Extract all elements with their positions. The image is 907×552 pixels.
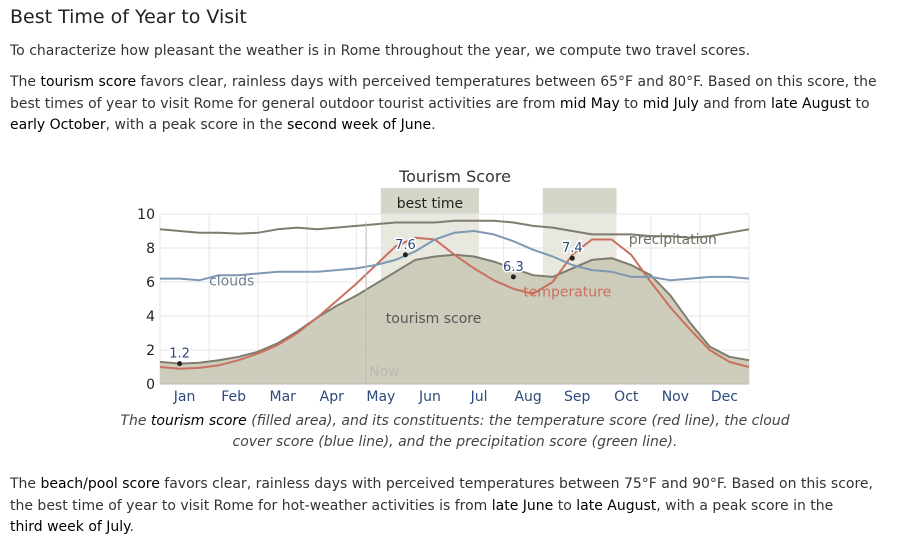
- tourism-para-text-3: to: [619, 95, 643, 112]
- series-label-clouds: clouds: [209, 273, 254, 289]
- x-tick-label-apr: Apr: [320, 389, 344, 405]
- x-tick-label-jul: Jul: [470, 389, 488, 405]
- tourism-para-text-2: favors clear, rainless days with perceiv…: [10, 74, 877, 112]
- beach-range-end: late August: [576, 497, 657, 514]
- beach-para-text-5: .: [129, 519, 134, 535]
- tourism-score-term: tourism score: [40, 74, 137, 90]
- tourism-para-text-1: The: [10, 74, 41, 90]
- tourism-range-2-start: late August: [771, 95, 852, 112]
- x-tick-label-aug: Aug: [514, 389, 541, 405]
- caption-text-1: The: [120, 413, 151, 429]
- annotation-label-4: 7.4: [562, 241, 583, 256]
- beach-score-term: beach/pool score: [40, 476, 160, 492]
- temperature-line: [159, 236, 750, 370]
- y-tick-label-4: 8: [146, 241, 155, 257]
- tourism-score-fill: [160, 254, 749, 384]
- x-tick-label-dec: Dec: [711, 389, 738, 405]
- tourism-para-text-4: and from: [698, 95, 772, 112]
- tourism-paragraph: The tourism score favors clear, rainless…: [10, 72, 905, 137]
- beach-peak: third week of July: [10, 519, 130, 535]
- y-tick-label-3: 6: [146, 275, 155, 291]
- tourism-para-text-6: , with a peak score in the: [105, 117, 288, 133]
- chart-caption: The tourism score (filled area), and its…: [100, 411, 810, 453]
- annotation-label-1: 1.2: [169, 347, 190, 362]
- series-label-precipitation: precipitation: [629, 232, 717, 248]
- beach-para-text-4: , with a peak score in the: [656, 497, 834, 514]
- caption-text-2: (filled area), and its constituents: the…: [232, 413, 790, 450]
- x-tick-label-mar: Mar: [269, 389, 296, 405]
- annotation-point-2: [402, 252, 408, 258]
- tourism-score-chart: best time Now clouds tourism score tempera…: [137, 167, 750, 405]
- intro-paragraph: To characterize how pleasant the weather…: [10, 43, 751, 59]
- annotation-point-1: [177, 361, 183, 367]
- annotation-label-3: 6.3: [503, 260, 524, 275]
- x-tick-label-feb: Feb: [221, 389, 246, 405]
- tourism-range-2-end: early October: [10, 117, 106, 133]
- series-labels: clouds tourism score temperature precipitat…: [209, 232, 717, 327]
- annotation-point-4: [569, 255, 575, 261]
- tourism-peak: second week of June: [287, 117, 432, 133]
- y-tick-label-2: 4: [146, 309, 155, 325]
- value-annotations: 1.2 7.6 6.3 7.4: [168, 236, 584, 367]
- x-tick-label-nov: Nov: [662, 389, 689, 405]
- x-tick-label-oct: Oct: [614, 389, 639, 405]
- beach-range-start: late June: [491, 497, 554, 514]
- annotation-point-3: [510, 274, 516, 280]
- y-tick-label-1: 2: [146, 343, 155, 359]
- annotation-label-2: 7.6: [395, 238, 416, 253]
- caption-term: tourism score: [150, 413, 247, 429]
- beach-para-text-1: The: [10, 476, 41, 492]
- beach-para-text-3: to: [553, 497, 577, 514]
- y-tick-label-5: 10: [137, 207, 155, 223]
- y-tick-label-0: 0: [146, 377, 155, 393]
- constituent-lines: Now: [159, 219, 750, 384]
- beach-para-text-2: favors clear, rainless days with perceiv…: [10, 476, 873, 514]
- x-tick-label-sep: Sep: [564, 389, 591, 405]
- x-tick-label-jun: Jun: [418, 389, 441, 405]
- clouds-line: [160, 230, 750, 282]
- tourism-para-text-7: .: [431, 117, 436, 133]
- axes: 0 2 4 6 8 10 Jan Feb Mar Apr May Jun Jul Aug Sep Oct Nov…: [137, 207, 749, 405]
- tourism-range-1-start: mid May: [559, 95, 620, 112]
- tourism-range-1-end: mid July: [642, 95, 699, 112]
- chart-title: Tourism Score: [398, 167, 511, 186]
- precipitation-line: [159, 219, 750, 239]
- beach-paragraph: The beach/pool score favors clear, rainl…: [10, 474, 900, 539]
- tourism-para-text-5: to: [851, 95, 870, 112]
- best-time-band-header-1: [380, 188, 480, 214]
- x-tick-label-may: May: [366, 389, 395, 405]
- series-label-temperature: temperature: [523, 284, 611, 300]
- x-tick-label-jan: Jan: [173, 389, 196, 405]
- best-time-label: best time: [397, 196, 463, 212]
- page-heading: Best Time of Year to Visit: [10, 6, 247, 28]
- now-label: Now: [369, 364, 400, 380]
- series-label-tourism-score: tourism score: [386, 311, 482, 327]
- best-time-band-header-2: [542, 188, 617, 214]
